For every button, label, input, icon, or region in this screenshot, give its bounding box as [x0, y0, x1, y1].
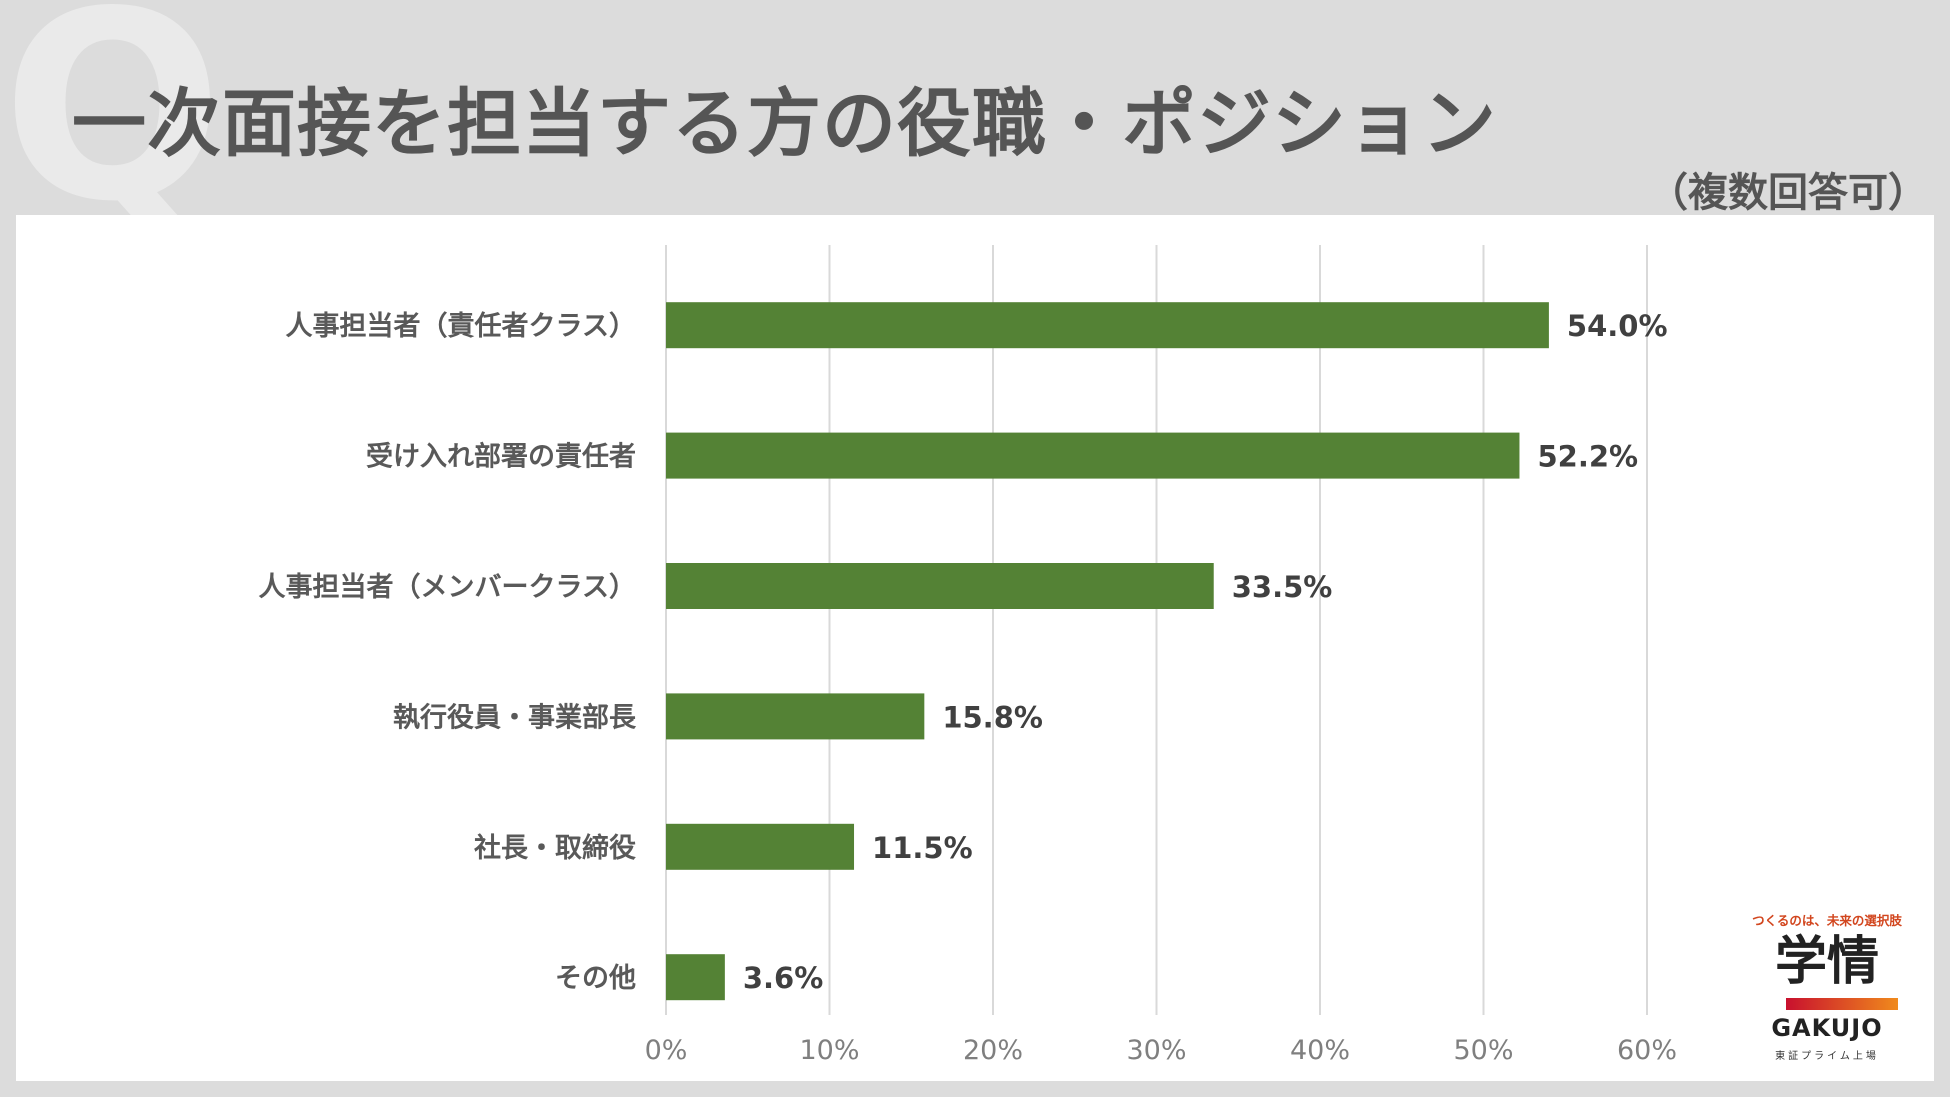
x-tick-label: 60% — [1617, 1035, 1677, 1066]
bar-chart: 0% 10% 20% 30% 40% 50% 60% 人事担当者（責任者クラス） 54.0% 受け… — [259, 245, 1677, 1066]
logo-gradient-bar — [1786, 998, 1898, 1010]
page-subtitle: （複数回答可） — [1648, 170, 1928, 216]
data-label: 15.8% — [942, 700, 1043, 734]
data-label: 11.5% — [872, 831, 973, 865]
logo-wordmark: GAKUJO — [1771, 1014, 1883, 1042]
bar — [666, 823, 855, 870]
data-label: 54.0% — [1567, 309, 1668, 343]
bar — [666, 302, 1549, 349]
category-label: 人事担当者（責任者クラス） — [286, 311, 636, 342]
logo-note: 東証プライム上場 — [1775, 1051, 1879, 1062]
bar — [666, 563, 1214, 609]
category-label: 人事担当者（メンバークラス） — [259, 572, 636, 603]
x-tick-label: 20% — [963, 1035, 1023, 1066]
x-tick-label: 50% — [1453, 1035, 1513, 1066]
data-label: 33.5% — [1232, 570, 1333, 604]
logo-mark: 学情 — [1774, 932, 1879, 992]
category-label: その他 — [555, 963, 636, 994]
bar — [666, 954, 725, 1001]
logo-tagline: つくるのは、未来の選択肢 — [1752, 913, 1902, 928]
q-watermark: Q — [2, 0, 224, 259]
category-label: 執行役員・事業部長 — [393, 701, 637, 733]
page-title: 一次面接を担当する方の役職・ポジション — [72, 81, 1497, 167]
data-label: 52.2% — [1537, 440, 1638, 474]
x-tick-label: 40% — [1290, 1035, 1350, 1066]
bar — [666, 432, 1520, 479]
x-tick-label: 30% — [1126, 1035, 1186, 1066]
bar — [666, 693, 925, 740]
chart-panel: 0% 10% 20% 30% 40% 50% 60% 人事担当者（責任者クラス） 54.0% 受け… — [16, 215, 1934, 1081]
data-label: 3.6% — [743, 961, 823, 995]
category-label: 受け入れ部署の責任者 — [366, 441, 636, 473]
x-tick-label: 0% — [645, 1035, 688, 1066]
gakujo-logo: つくるのは、未来の選択肢 学情 GAKUJO 東証プライム上場 — [1752, 910, 1902, 1070]
category-label: 社長・取締役 — [474, 832, 636, 864]
x-tick-label: 10% — [799, 1035, 859, 1066]
